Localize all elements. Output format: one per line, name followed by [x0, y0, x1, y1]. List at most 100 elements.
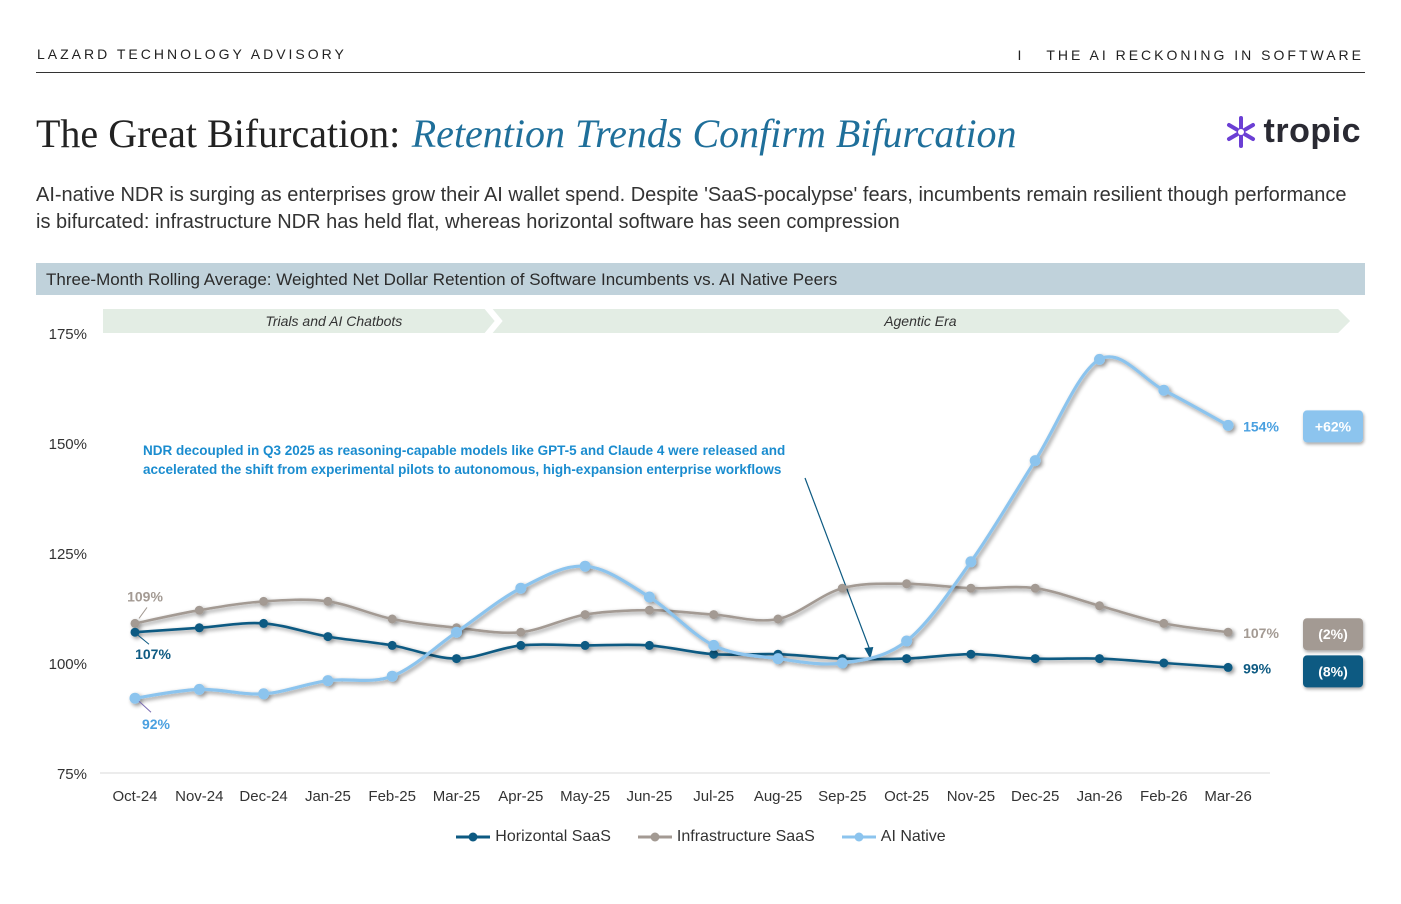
data-point [258, 688, 270, 700]
change-badge: +62% [1303, 410, 1363, 443]
x-tick-label: Mar-26 [1204, 788, 1252, 805]
legend-label: Infrastructure SaaS [676, 828, 815, 845]
data-point [1159, 618, 1169, 628]
y-tick-label: 150% [49, 436, 87, 453]
data-point [387, 640, 397, 650]
phase-label-trials: Trials and AI Chatbots [265, 313, 402, 329]
x-tick-label: Oct-24 [112, 788, 157, 805]
change-badge-text: (2%) [1318, 626, 1348, 642]
phase-label-agentic: Agentic Era [883, 313, 957, 329]
data-point [322, 675, 334, 687]
change-badge-text: +62% [1315, 418, 1352, 434]
data-point [323, 596, 333, 606]
change-badge-text: (8%) [1318, 663, 1348, 679]
change-badge-box [1303, 410, 1363, 443]
header-right: I THE AI RECKONING IN SOFTWARE [1017, 47, 1364, 63]
data-point [901, 635, 913, 647]
data-point [773, 614, 783, 624]
data-point [580, 640, 590, 650]
annotation-arrow-line [804, 477, 871, 652]
page-subtitle: AI-native NDR is surging as enterprises … [36, 184, 1347, 233]
data-point [708, 639, 720, 651]
x-tick-label: Apr-25 [498, 788, 543, 805]
page-title-main: The Great Bifurcation: [36, 111, 401, 156]
x-tick-label: Mar-25 [433, 788, 481, 805]
data-point [129, 692, 141, 704]
data-point [966, 583, 976, 593]
data-point [386, 670, 398, 682]
y-tick-label: 75% [57, 766, 87, 783]
start-leader-horizontal [137, 634, 150, 645]
data-point [259, 618, 269, 628]
data-point [902, 579, 912, 589]
change-badge-box [1303, 655, 1363, 688]
legend-swatch [456, 832, 491, 842]
ndr-line-chart: Trials and AI Chatbots Agentic Era 75% 100… [49, 309, 1363, 805]
data-point [643, 591, 655, 603]
start-leader-ai-native [138, 700, 152, 713]
x-tick-label: Oct-25 [884, 788, 929, 805]
start-leader-infrastructure [138, 607, 148, 619]
data-point [709, 610, 719, 620]
data-point [836, 657, 848, 669]
data-point [1223, 662, 1233, 672]
series-line [133, 355, 1230, 700]
y-tick-label: 125% [49, 546, 87, 563]
data-point [709, 649, 719, 659]
data-point [644, 605, 654, 615]
data-point [516, 640, 526, 650]
header-divider: I [1017, 47, 1025, 63]
phase-band-trials [103, 309, 495, 333]
data-point [130, 618, 140, 628]
data-point [1222, 419, 1234, 431]
change-badge: (2%) [1303, 618, 1363, 651]
x-tick-label: Sep-25 [818, 788, 866, 805]
y-tick-label: 100% [49, 656, 87, 673]
data-point [1095, 601, 1104, 611]
data-point [644, 640, 654, 650]
start-label-horizontal: 107% [135, 646, 171, 662]
x-tick-label: Dec-25 [1011, 788, 1059, 805]
series-line [133, 582, 1230, 635]
series-horizontal-saas [130, 618, 1233, 672]
x-tick-label: Nov-24 [175, 788, 223, 805]
data-point [515, 582, 527, 594]
x-tick-label: Jun-25 [626, 788, 672, 805]
legend-item: Infrastructure SaaS [637, 828, 815, 846]
data-point [323, 632, 333, 642]
data-point [579, 560, 591, 572]
legend-label: Horizontal SaaS [495, 828, 611, 845]
chart-annotation: NDR decoupled in Q3 2025 as reasoning-ca… [143, 443, 874, 659]
data-point [194, 623, 204, 633]
series-infrastructure-saas [130, 579, 1233, 637]
tropic-logo: tropic [1226, 112, 1361, 151]
legend-swatch [841, 832, 876, 842]
annotation-text-line: accelerated the shift from experimental … [143, 462, 781, 477]
change-badge: (8%) [1303, 655, 1363, 688]
annotation-arrow-head [864, 647, 874, 659]
series-line [133, 621, 1230, 669]
data-point [1030, 654, 1040, 664]
chart-legend: Horizontal SaaS Infrastructure SaaS AI Nat… [0, 828, 1401, 846]
header-right-label: THE AI RECKONING IN SOFTWARE [1046, 47, 1364, 63]
data-point [194, 605, 204, 615]
x-tick-label: Aug-25 [754, 788, 802, 805]
header-rule [36, 72, 1365, 73]
phase-band-agentic [492, 309, 1351, 333]
x-tick-label: Jan-25 [305, 788, 351, 805]
phase-bands: Trials and AI Chatbots Agentic Era [103, 309, 1351, 333]
logo-text: tropic [1263, 112, 1361, 150]
legend-label: AI Native [880, 828, 946, 845]
chart-banner-label: Three-Month Rolling Average: Weighted Ne… [46, 270, 838, 289]
x-tick-label: Feb-26 [1140, 788, 1188, 805]
data-point [1094, 353, 1105, 365]
chart-banner: Three-Month Rolling Average: Weighted Ne… [36, 263, 1365, 295]
start-label-infrastructure: 109% [127, 588, 163, 604]
legend-item: AI Native [841, 828, 946, 846]
start-label-ai-native: 92% [142, 716, 171, 732]
data-point [1030, 583, 1040, 593]
data-point [387, 614, 397, 624]
data-point [451, 626, 462, 638]
data-point [965, 556, 977, 568]
data-point [1158, 384, 1170, 396]
